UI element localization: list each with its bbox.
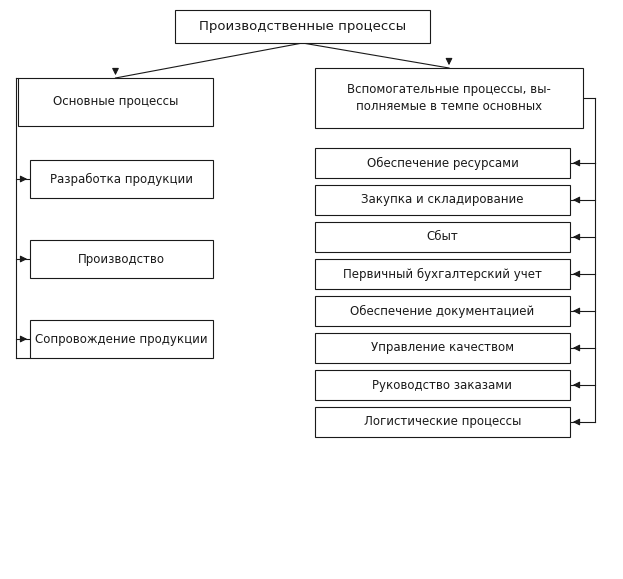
Text: Управление качеством: Управление качеством [371, 342, 514, 354]
Bar [30, 320, 213, 358]
Bar [315, 148, 570, 178]
Bar [315, 185, 570, 215]
Text: Логистические процессы: Логистические процессы [364, 416, 521, 428]
Text: Закупка и складирование: Закупка и складирование [361, 193, 524, 207]
Text: Разработка продукции: Разработка продукции [50, 173, 193, 185]
Bar [18, 78, 213, 126]
Text: Вспомогательные процессы, вы-
полняемые в темпе основных: Вспомогательные процессы, вы- полняемые … [347, 83, 551, 113]
Bar [30, 240, 213, 278]
Text: Обеспечение ресурсами: Обеспечение ресурсами [366, 156, 518, 170]
Text: Основные процессы: Основные процессы [53, 96, 178, 108]
Text: Сопровождение продукции: Сопровождение продукции [35, 332, 208, 346]
Text: Производство: Производство [78, 252, 165, 266]
Text: Обеспечение документацией: Обеспечение документацией [350, 305, 535, 317]
Bar [315, 296, 570, 326]
Bar [315, 68, 583, 128]
Bar [30, 160, 213, 198]
Bar [315, 333, 570, 363]
Bar [315, 259, 570, 289]
Bar [315, 370, 570, 400]
Text: Первичный бухгалтерский учет: Первичный бухгалтерский учет [343, 267, 542, 281]
Bar [175, 10, 430, 43]
Bar [315, 407, 570, 437]
Text: Руководство заказами: Руководство заказами [373, 379, 513, 391]
Bar [315, 222, 570, 252]
Text: Сбыт: Сбыт [427, 230, 459, 244]
Text: Производственные процессы: Производственные процессы [199, 20, 406, 33]
